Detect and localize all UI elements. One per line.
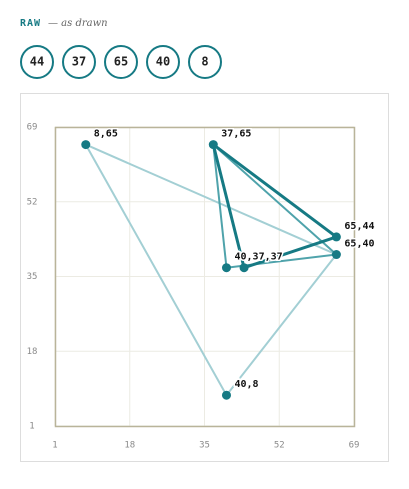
token-text: 44 (30, 55, 44, 69)
token (20, 45, 54, 79)
token-text: 65 (114, 55, 128, 69)
edge (225, 253, 338, 397)
token-text: 8 (201, 55, 208, 69)
note: — as drawn (48, 18, 108, 29)
tag: RAW (20, 18, 41, 29)
edge (211, 143, 246, 270)
point-label: 65,40 (344, 239, 374, 250)
token (104, 45, 138, 79)
x-tick-label: 18 (124, 441, 135, 451)
edge (212, 143, 338, 256)
x-tick-label: 35 (199, 441, 210, 451)
token (188, 45, 222, 79)
edge (211, 143, 338, 239)
point (239, 263, 249, 273)
point-label: 65,44 (344, 221, 374, 232)
y-tick-label: 52 (27, 197, 38, 207)
point (208, 140, 218, 150)
point-label: 37,65 (221, 129, 251, 140)
y-tick-label: 18 (27, 347, 38, 357)
point (221, 390, 231, 400)
point-label: 40,37,37 (234, 252, 282, 263)
edge (242, 235, 338, 270)
edge (212, 143, 228, 269)
edge (84, 143, 338, 256)
plot-frame (54, 126, 356, 428)
point (221, 263, 231, 273)
y-tick-label: 69 (27, 123, 38, 133)
point (331, 232, 341, 242)
token (146, 45, 180, 79)
point-label: 8,65 (94, 129, 118, 140)
token-text: 40 (156, 55, 170, 69)
x-tick-label: 1 (52, 441, 57, 451)
y-tick-label: 35 (27, 272, 38, 282)
point (331, 250, 341, 260)
point (81, 140, 91, 150)
edge (84, 143, 228, 397)
x-tick-label: 69 (349, 441, 360, 451)
token (62, 45, 96, 79)
x-tick-label: 52 (274, 441, 285, 451)
point-label: 40,8 (234, 379, 258, 390)
token-text: 37 (72, 55, 86, 69)
y-tick-label: 1 (29, 422, 34, 432)
